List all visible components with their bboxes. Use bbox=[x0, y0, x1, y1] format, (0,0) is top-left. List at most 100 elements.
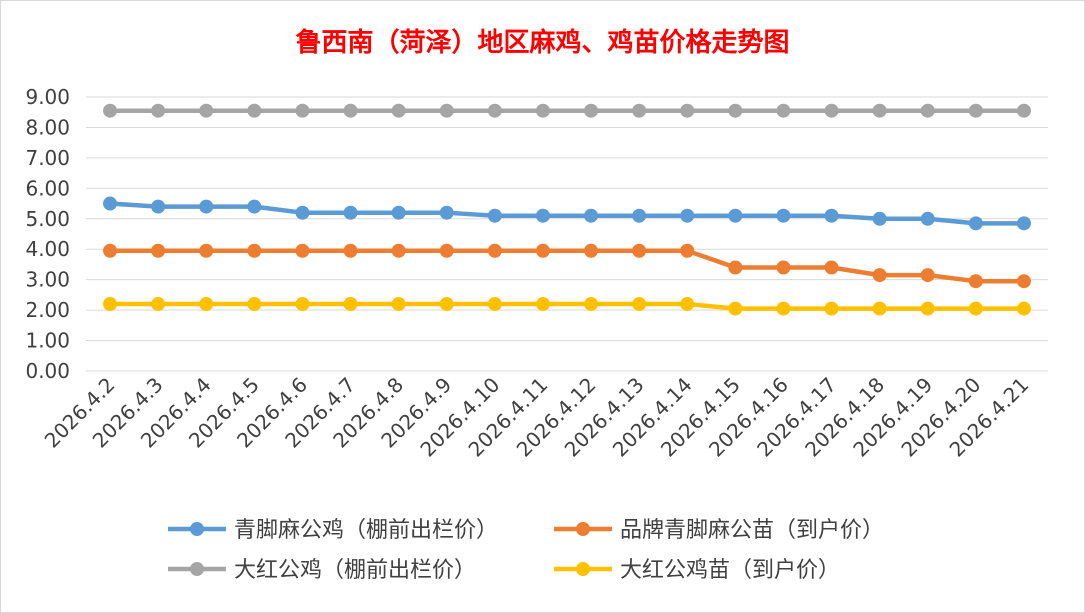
data-point bbox=[872, 268, 887, 283]
legend-item: 大红公鸡（棚前出栏价） bbox=[168, 558, 476, 583]
data-point bbox=[103, 297, 118, 312]
data-point bbox=[247, 199, 262, 214]
data-point bbox=[103, 243, 118, 258]
data-point bbox=[728, 208, 743, 223]
data-point bbox=[103, 196, 118, 211]
data-point bbox=[247, 243, 262, 258]
data-point bbox=[247, 103, 262, 118]
series-1 bbox=[103, 243, 1031, 289]
data-point bbox=[391, 103, 406, 118]
legend-label: 大红公鸡（棚前出栏价） bbox=[234, 558, 476, 583]
data-point bbox=[439, 297, 454, 312]
data-point bbox=[584, 243, 599, 258]
data-point bbox=[1016, 103, 1031, 118]
data-point bbox=[968, 103, 983, 118]
data-point bbox=[968, 216, 983, 231]
data-point bbox=[632, 103, 647, 118]
chart-title: 鲁西南（菏泽）地区麻鸡、鸡苗价格走势图 bbox=[295, 28, 790, 58]
data-point bbox=[680, 243, 695, 258]
legend-item: 品牌青脚麻公苗（到户价） bbox=[554, 518, 884, 543]
data-point bbox=[632, 243, 647, 258]
series-0 bbox=[103, 196, 1031, 231]
y-tick-label: 0.00 bbox=[25, 359, 70, 383]
data-point bbox=[535, 103, 550, 118]
data-point bbox=[920, 301, 935, 316]
data-point bbox=[584, 208, 599, 223]
data-point bbox=[295, 205, 310, 220]
data-point bbox=[199, 103, 214, 118]
data-point bbox=[343, 243, 358, 258]
data-point bbox=[151, 199, 166, 214]
legend-marker bbox=[190, 522, 204, 536]
y-tick-label: 3.00 bbox=[25, 268, 70, 292]
y-tick-label: 2.00 bbox=[25, 298, 70, 322]
data-point bbox=[680, 208, 695, 223]
data-point bbox=[343, 297, 358, 312]
data-point bbox=[439, 243, 454, 258]
data-point bbox=[487, 297, 502, 312]
data-point bbox=[728, 103, 743, 118]
data-point bbox=[199, 243, 214, 258]
data-point bbox=[295, 243, 310, 258]
x-axis-ticks: 2026.4.22026.4.32026.4.42026.4.52026.4.6… bbox=[40, 373, 1034, 462]
data-point bbox=[247, 297, 262, 312]
data-point bbox=[343, 205, 358, 220]
data-point bbox=[920, 211, 935, 226]
series-line bbox=[110, 248, 1024, 284]
data-point bbox=[872, 211, 887, 226]
data-point bbox=[632, 208, 647, 223]
data-point bbox=[824, 260, 839, 275]
y-tick-label: 9.00 bbox=[25, 85, 70, 109]
legend: 青脚麻公鸡（棚前出栏价） 品牌青脚麻公苗（到户价） 大红公鸡（棚前出栏价） 大红公鸡苗… bbox=[168, 518, 884, 583]
data-point bbox=[343, 103, 358, 118]
data-point bbox=[584, 297, 599, 312]
data-point bbox=[439, 103, 454, 118]
legend-label: 大红公鸡苗（到户价） bbox=[620, 558, 840, 583]
legend-marker bbox=[576, 522, 590, 536]
legend-label: 青脚麻公鸡（棚前出栏价） bbox=[234, 518, 498, 543]
gridlines bbox=[86, 96, 1048, 372]
data-point bbox=[920, 103, 935, 118]
data-point bbox=[535, 297, 550, 312]
y-tick-label: 6.00 bbox=[25, 176, 70, 200]
data-point bbox=[487, 103, 502, 118]
y-tick-label: 1.00 bbox=[25, 329, 70, 353]
y-tick-label: 4.00 bbox=[25, 237, 70, 261]
data-point bbox=[824, 208, 839, 223]
data-point bbox=[920, 268, 935, 283]
y-tick-label: 5.00 bbox=[25, 207, 70, 231]
data-point bbox=[1016, 301, 1031, 316]
data-point bbox=[391, 297, 406, 312]
y-axis-ticks: 0.00 1.00 2.00 3.00 4.00 5.00 6.00 7.00 8.00 9.00 bbox=[25, 85, 70, 383]
data-point bbox=[776, 301, 791, 316]
data-point bbox=[103, 103, 118, 118]
data-point bbox=[680, 103, 695, 118]
data-point bbox=[872, 301, 887, 316]
data-point bbox=[391, 243, 406, 258]
legend-marker bbox=[576, 562, 590, 576]
data-point bbox=[776, 260, 791, 275]
data-point bbox=[680, 297, 695, 312]
y-tick-label: 7.00 bbox=[25, 146, 70, 170]
data-point bbox=[487, 208, 502, 223]
data-point bbox=[535, 208, 550, 223]
data-point bbox=[151, 103, 166, 118]
data-point bbox=[776, 208, 791, 223]
data-point bbox=[728, 301, 743, 316]
data-point bbox=[199, 297, 214, 312]
data-point bbox=[632, 297, 647, 312]
data-point bbox=[824, 301, 839, 316]
data-point bbox=[151, 297, 166, 312]
data-point bbox=[968, 301, 983, 316]
data-point bbox=[728, 260, 743, 275]
data-point bbox=[968, 274, 983, 289]
data-point bbox=[151, 243, 166, 258]
data-point bbox=[199, 199, 214, 214]
data-point bbox=[776, 103, 791, 118]
series-line bbox=[110, 301, 1024, 311]
data-point bbox=[439, 205, 454, 220]
data-point bbox=[824, 103, 839, 118]
data-point bbox=[295, 103, 310, 118]
legend-label: 品牌青脚麻公苗（到户价） bbox=[620, 518, 884, 543]
